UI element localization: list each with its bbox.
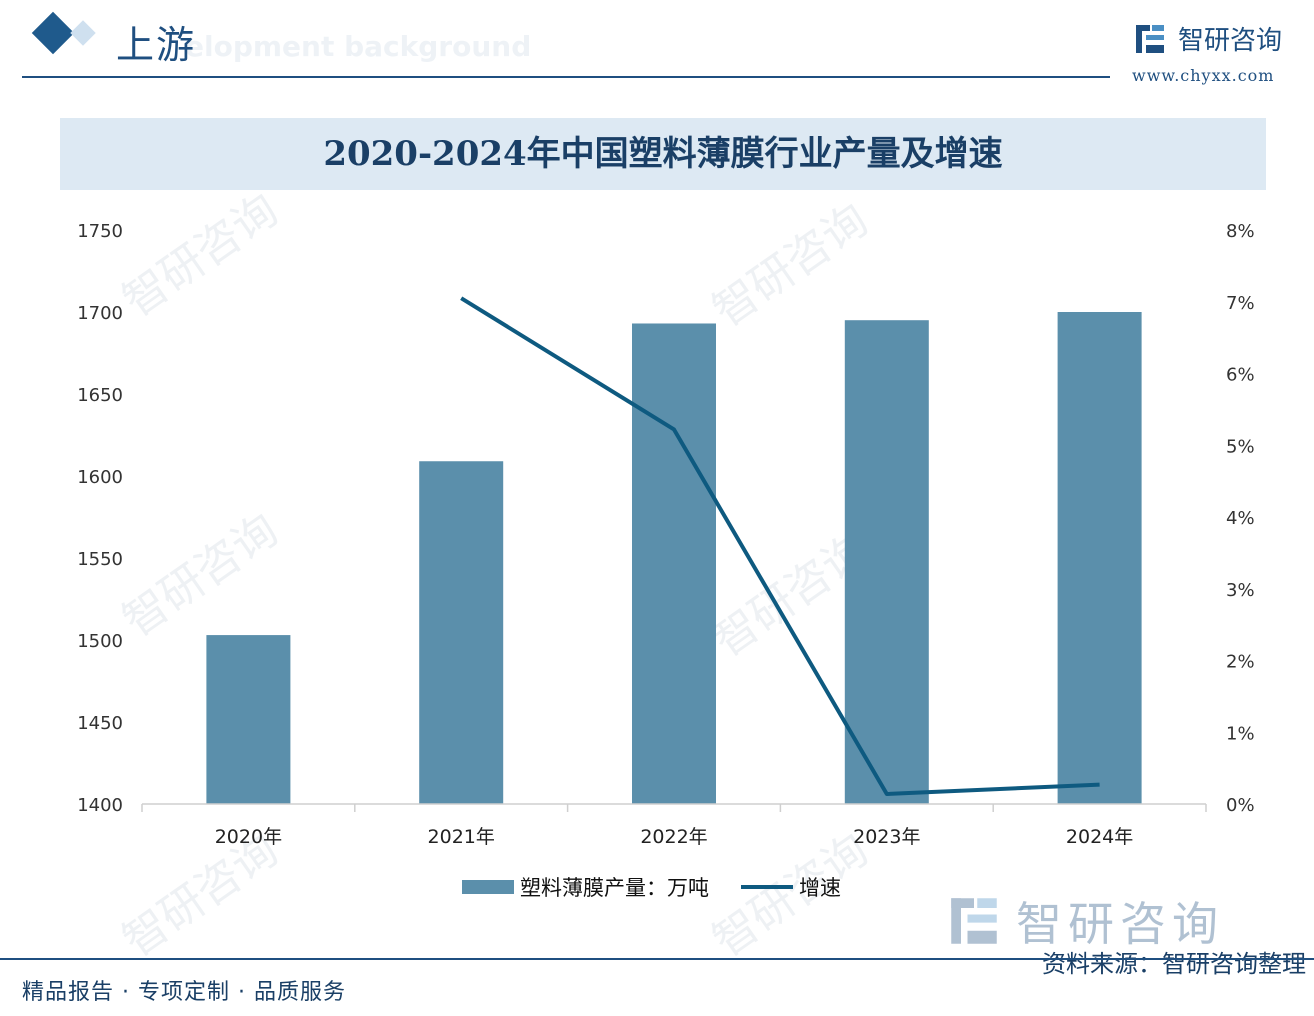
- header-background-text: elopment background: [185, 30, 532, 63]
- bar: [206, 635, 291, 804]
- y-right-tick-label: 6%: [1226, 365, 1255, 386]
- y-right-tick-label: 7%: [1226, 293, 1255, 314]
- brand-logo: 智研咨询: [1134, 20, 1282, 57]
- y-left-tick-label: 1400: [77, 795, 123, 816]
- footer-logo-icon: [951, 898, 997, 944]
- brand-name: 智研咨询: [1178, 26, 1283, 56]
- bar: [419, 461, 504, 804]
- y-right-tick-label: 4%: [1226, 508, 1255, 529]
- data-source: 资料来源：智研咨询整理: [1042, 950, 1306, 978]
- footer-tagline: 精品报告 · 专项定制 · 品质服务: [22, 980, 346, 1005]
- brand-url: www.chyxx.com: [1132, 66, 1275, 85]
- y-right-tick-label: 8%: [1226, 221, 1255, 242]
- x-tick-label: 2021年: [428, 826, 495, 848]
- legend-bar-swatch: [462, 880, 514, 894]
- y-left-tick-label: 1550: [77, 549, 123, 570]
- footer-divider: [0, 958, 1314, 960]
- y-right-tick-label: 1%: [1226, 723, 1255, 744]
- bar: [1057, 312, 1142, 804]
- y-right-tick-label: 0%: [1226, 795, 1255, 816]
- bar: [632, 323, 716, 804]
- y-right-tick-label: 2%: [1226, 652, 1255, 673]
- title-band: [60, 118, 1266, 190]
- y-left-tick-label: 1600: [77, 467, 123, 488]
- brand-logo-icon: [1134, 23, 1166, 55]
- legend-line-label: 增速: [799, 876, 841, 900]
- growth-line: [460, 296, 1100, 796]
- y-left-tick-label: 1700: [77, 303, 123, 324]
- bar: [844, 320, 929, 804]
- y-left-tick-label: 1500: [77, 631, 123, 652]
- x-tick-label: 2020年: [215, 826, 282, 848]
- legend-bar-label: 塑料薄膜产量：万吨: [520, 876, 709, 900]
- footer-logo: 智研咨询: [948, 888, 1224, 954]
- y-left-tick-label: 1750: [77, 221, 123, 242]
- y-right-tick-label: 5%: [1226, 436, 1255, 457]
- y-left-tick-label: 1450: [77, 713, 123, 734]
- x-tick-label: 2022年: [640, 826, 707, 848]
- legend-line-swatch: [741, 885, 793, 889]
- chart-legend: 塑料薄膜产量：万吨 增速: [462, 872, 841, 902]
- footer-logo-name: 智研咨询: [1016, 897, 1224, 951]
- x-tick-label: 2024年: [1066, 826, 1133, 848]
- x-tick-label: 2023年: [853, 826, 920, 848]
- section-title: 上游: [116, 23, 197, 67]
- header-divider: [22, 76, 1110, 78]
- y-right-tick-label: 3%: [1226, 580, 1255, 601]
- chart-title: 2020-2024年中国塑料薄膜行业产量及增速: [323, 134, 1003, 174]
- y-left-tick-label: 1650: [77, 385, 123, 406]
